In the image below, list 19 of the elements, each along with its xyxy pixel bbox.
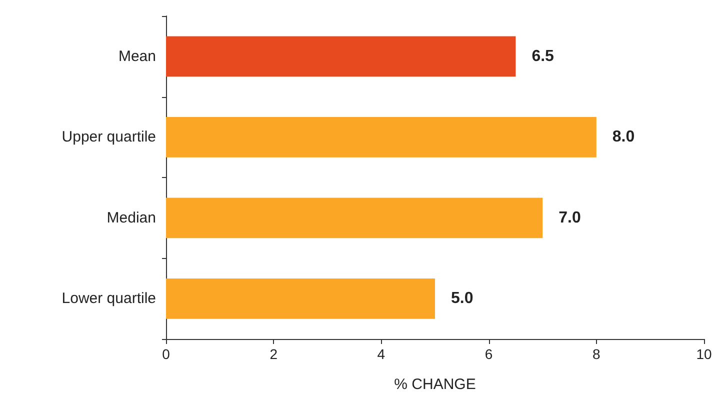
y-tick-label: Upper quartile [62, 128, 156, 146]
x-tick-label: 0 [162, 346, 170, 362]
data-label: 8.0 [612, 128, 635, 146]
x-tick-label: 8 [592, 346, 600, 362]
x-tick-label: 4 [377, 346, 386, 362]
bar [166, 198, 543, 238]
x-tick-label: 6 [484, 346, 493, 362]
x-axis-title: % CHANGE [394, 376, 476, 393]
bar [166, 278, 435, 319]
x-tick-label: 2 [270, 346, 278, 362]
bar [166, 36, 516, 77]
bar [166, 116, 596, 158]
y-tick-label: Lower quartile [62, 290, 156, 308]
x-tick-label: 10 [696, 346, 712, 362]
data-label: 6.5 [532, 48, 554, 65]
data-label: 5.0 [451, 290, 474, 308]
y-tick-label: Median [106, 209, 156, 226]
data-label: 7.0 [558, 209, 581, 226]
y-tick-label: Mean [118, 48, 156, 65]
